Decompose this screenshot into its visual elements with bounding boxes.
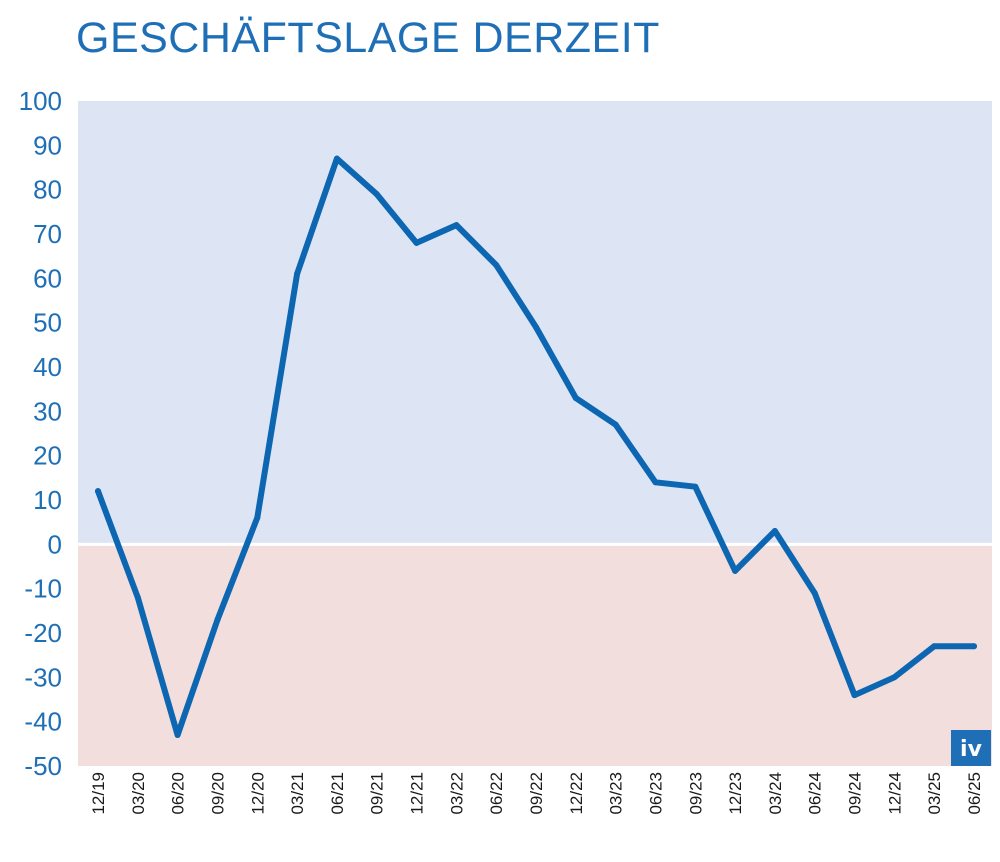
- data-point: [612, 421, 619, 428]
- data-point: [771, 528, 778, 534]
- data-point: [254, 514, 261, 521]
- y-tick-label: -10: [24, 574, 62, 604]
- x-tick-label: 06/24: [806, 772, 825, 815]
- y-tick-label: 0: [48, 529, 62, 559]
- data-point: [971, 643, 977, 650]
- y-tick-label: 100: [19, 86, 62, 116]
- y-tick-label: 90: [33, 130, 62, 160]
- x-tick-label: 03/22: [447, 772, 466, 815]
- y-tick-label: -40: [24, 707, 62, 737]
- y-tick-label: 50: [33, 308, 62, 338]
- data-point: [652, 479, 659, 486]
- x-tick-label: 12/22: [567, 772, 586, 815]
- data-point: [572, 395, 579, 401]
- x-tick-label: 12/20: [248, 772, 267, 815]
- data-point: [692, 483, 699, 490]
- x-tick-label: 03/24: [766, 772, 785, 815]
- y-tick-label: 20: [33, 441, 62, 471]
- x-tick-label: 06/20: [169, 772, 188, 815]
- data-point: [174, 732, 181, 738]
- x-axis-ticks: 12/19 03/20 06/20 09/20 12/20 03/21 06/21 09/21…: [89, 772, 984, 815]
- data-point: [891, 674, 898, 681]
- x-tick-label: 03/25: [925, 772, 944, 815]
- logo-text: iv: [960, 737, 983, 762]
- x-tick-label: 09/22: [527, 772, 546, 815]
- data-point: [333, 155, 340, 162]
- data-point: [294, 270, 301, 277]
- y-tick-label: 30: [33, 396, 62, 426]
- y-tick-label: 10: [33, 485, 62, 515]
- data-point: [811, 590, 818, 597]
- data-point: [214, 616, 221, 623]
- x-tick-label: 06/22: [487, 772, 506, 815]
- y-tick-label: 40: [33, 352, 62, 382]
- x-tick-label: 09/21: [368, 772, 387, 815]
- iv-logo: iv: [951, 730, 991, 766]
- data-point: [453, 222, 460, 229]
- data-point: [851, 692, 858, 699]
- y-tick-label: 80: [33, 175, 62, 205]
- x-tick-label: 09/23: [686, 772, 705, 815]
- x-tick-label: 09/20: [208, 772, 227, 815]
- y-tick-label: -20: [24, 618, 62, 648]
- data-point: [95, 488, 101, 495]
- negative-region: [78, 544, 992, 766]
- data-point: [732, 567, 739, 574]
- x-tick-label: 03/21: [288, 772, 307, 815]
- y-tick-label: -50: [24, 751, 62, 781]
- series-group: [95, 155, 977, 738]
- data-point: [134, 594, 141, 601]
- data-point: [493, 262, 500, 268]
- chart-title: GESCHÄFTSLAGE DERZEIT: [76, 14, 660, 62]
- x-tick-label: 06/21: [328, 772, 347, 815]
- x-tick-label: 12/21: [408, 772, 427, 815]
- x-tick-label: 09/24: [846, 772, 865, 815]
- y-tick-label: -30: [24, 662, 62, 692]
- x-tick-label: 12/23: [726, 772, 745, 815]
- x-tick-label: 06/25: [965, 772, 984, 815]
- y-tick-label: 60: [33, 263, 62, 293]
- x-tick-label: 06/23: [646, 772, 665, 815]
- y-tick-label: 70: [33, 219, 62, 249]
- data-point: [413, 239, 420, 246]
- x-tick-label: 03/23: [607, 772, 626, 815]
- x-tick-label: 12/24: [885, 772, 904, 815]
- data-point: [931, 643, 938, 650]
- x-tick-label: 03/20: [129, 772, 148, 815]
- data-point: [373, 191, 380, 198]
- x-tick-label: 12/19: [89, 772, 108, 815]
- data-point: [533, 324, 539, 331]
